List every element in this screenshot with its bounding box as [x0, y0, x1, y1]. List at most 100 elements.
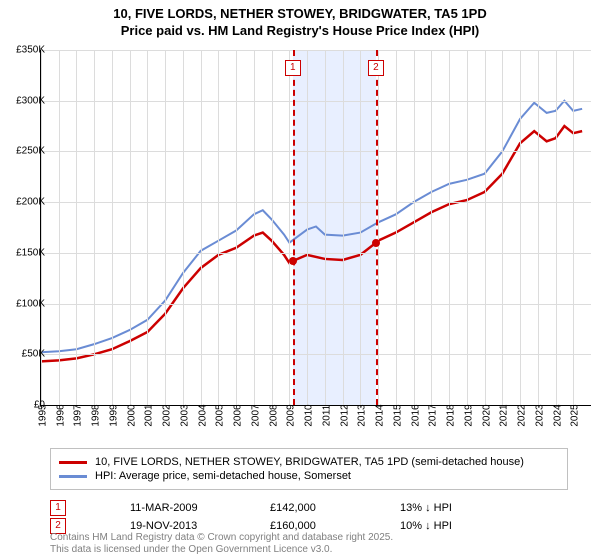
annotation-price-1: £142,000 [270, 502, 360, 514]
x-axis-label: 2002 [162, 404, 173, 426]
grid-v [396, 50, 397, 405]
x-axis-label: 1999 [108, 404, 119, 426]
grid-v [325, 50, 326, 405]
legend-swatch-property [59, 461, 87, 464]
grid-v [201, 50, 202, 405]
x-axis-label: 2019 [463, 404, 474, 426]
annotation-badge-1: 1 [50, 500, 66, 516]
grid-v [520, 50, 521, 405]
x-axis-label: 2014 [375, 404, 386, 426]
credits-line-1: Contains HM Land Registry data © Crown c… [50, 532, 393, 544]
marker-badge-2: 2 [368, 60, 384, 76]
x-axis-label: 2006 [233, 404, 244, 426]
title-line-2: Price paid vs. HM Land Registry's House … [0, 23, 600, 40]
x-axis-label: 2022 [517, 404, 528, 426]
grid-v [378, 50, 379, 405]
annotation-price-2: £160,000 [270, 520, 360, 532]
y-axis-label: £200K [16, 197, 45, 208]
grid-v [130, 50, 131, 405]
chart-container: 10, FIVE LORDS, NETHER STOWEY, BRIDGWATE… [0, 0, 600, 560]
x-axis-label: 2011 [321, 405, 332, 427]
x-axis-label: 1997 [73, 404, 84, 426]
series-property [41, 126, 582, 361]
grid-h [41, 50, 591, 51]
grid-v [414, 50, 415, 405]
x-axis-label: 2025 [570, 404, 581, 426]
x-axis-label: 2017 [428, 404, 439, 426]
x-axis-label: 2018 [446, 404, 457, 426]
annotation-row-1: 1 11-MAR-2009 £142,000 13% ↓ HPI [50, 500, 580, 516]
x-axis-label: 2013 [357, 404, 368, 426]
credits-line-2: This data is licensed under the Open Gov… [50, 544, 393, 556]
grid-v [59, 50, 60, 405]
y-axis-label: £150K [16, 247, 45, 258]
grid-v [147, 50, 148, 405]
x-axis-label: 2004 [197, 404, 208, 426]
grid-v [431, 50, 432, 405]
y-axis-label: £50K [22, 349, 45, 360]
credits: Contains HM Land Registry data © Crown c… [50, 532, 393, 556]
grid-h [41, 354, 591, 355]
x-axis-label: 2012 [339, 404, 350, 426]
x-axis-label: 2000 [126, 404, 137, 426]
chart-svg [41, 50, 591, 405]
grid-v [218, 50, 219, 405]
grid-v [94, 50, 95, 405]
x-axis-label: 2007 [250, 404, 261, 426]
x-axis-label: 2020 [481, 404, 492, 426]
grid-v [307, 50, 308, 405]
grid-v [467, 50, 468, 405]
grid-v [254, 50, 255, 405]
marker-badge-1: 1 [285, 60, 301, 76]
grid-h [41, 101, 591, 102]
title-block: 10, FIVE LORDS, NETHER STOWEY, BRIDGWATE… [0, 0, 600, 40]
legend-label-property: 10, FIVE LORDS, NETHER STOWEY, BRIDGWATE… [95, 456, 524, 468]
grid-h [41, 253, 591, 254]
x-axis-label: 1996 [55, 404, 66, 426]
grid-v [485, 50, 486, 405]
marker-dot-2 [372, 239, 380, 247]
marker-dot-1 [289, 257, 297, 265]
x-axis-label: 2001 [144, 404, 155, 426]
y-axis-label: £300K [16, 95, 45, 106]
x-axis-label: 2024 [552, 404, 563, 426]
annotation-date-2: 19-NOV-2013 [130, 520, 230, 532]
legend-row-hpi: HPI: Average price, semi-detached house,… [59, 470, 559, 482]
legend-box: 10, FIVE LORDS, NETHER STOWEY, BRIDGWATE… [50, 448, 568, 490]
grid-v [236, 50, 237, 405]
grid-v [112, 50, 113, 405]
legend-swatch-hpi [59, 475, 87, 478]
grid-v [165, 50, 166, 405]
y-axis-label: £250K [16, 146, 45, 157]
grid-v [538, 50, 539, 405]
x-axis-label: 2010 [304, 404, 315, 426]
grid-v [343, 50, 344, 405]
marker-line-1 [293, 50, 295, 405]
grid-v [289, 50, 290, 405]
title-line-1: 10, FIVE LORDS, NETHER STOWEY, BRIDGWATE… [0, 6, 600, 23]
series-hpi [41, 101, 582, 353]
y-axis-label: £350K [16, 45, 45, 56]
grid-v [183, 50, 184, 405]
annotation-block: 1 11-MAR-2009 £142,000 13% ↓ HPI 2 19-NO… [50, 498, 580, 536]
grid-v [76, 50, 77, 405]
legend-row-property: 10, FIVE LORDS, NETHER STOWEY, BRIDGWATE… [59, 456, 559, 468]
x-axis-label: 2016 [410, 404, 421, 426]
y-axis-label: £100K [16, 298, 45, 309]
x-axis-label: 1995 [38, 404, 49, 426]
grid-h [41, 202, 591, 203]
grid-v [573, 50, 574, 405]
grid-v [449, 50, 450, 405]
x-axis-label: 1998 [91, 404, 102, 426]
x-axis-label: 2015 [392, 404, 403, 426]
grid-v [360, 50, 361, 405]
annotation-delta-2: 10% ↓ HPI [400, 520, 452, 532]
x-axis-label: 2009 [286, 404, 297, 426]
grid-v [272, 50, 273, 405]
legend-label-hpi: HPI: Average price, semi-detached house,… [95, 470, 351, 482]
grid-v [502, 50, 503, 405]
x-axis-label: 2005 [215, 404, 226, 426]
x-axis-label: 2023 [534, 404, 545, 426]
grid-h [41, 151, 591, 152]
x-axis-label: 2008 [268, 404, 279, 426]
